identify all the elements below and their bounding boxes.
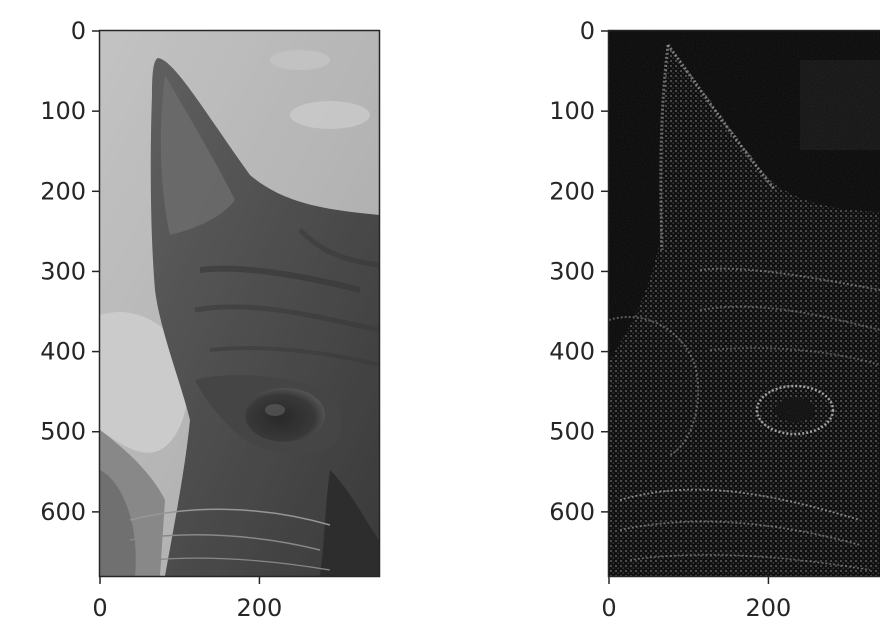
y-tick-label: 500 [549,418,595,446]
y-tick-label: 0 [580,17,595,45]
y-tick-label: 400 [549,338,595,366]
x-axis-ticks: 0 200 [601,576,791,622]
y-tick-label: 500 [40,418,86,446]
y-tick-label: 600 [40,498,86,526]
x-tick-label: 200 [237,594,283,622]
y-tick-label: 300 [40,257,86,285]
edge-filtered-cat-image [609,31,880,576]
x-tick-label: 200 [746,594,792,622]
x-axis-ticks: 0 200 [92,576,282,622]
y-tick-label: 200 [40,177,86,205]
x-tick-label: 0 [601,594,616,622]
y-tick-label: 100 [40,97,86,125]
axes-frame [98,29,381,578]
y-tick-label: 400 [40,338,86,366]
grayscale-cat-image [100,31,379,576]
grayscale-image-panel: 0 100 200 300 400 500 600 0 200 [40,17,381,622]
y-axis-ticks: 0 100 200 300 400 500 600 [549,17,609,526]
y-tick-label: 100 [549,97,595,125]
y-tick-label: 0 [71,17,86,45]
y-tick-label: 200 [549,177,595,205]
edge-image-panel: 0 100 200 300 400 500 600 0 200 [549,17,880,622]
x-tick-label: 0 [92,594,107,622]
y-tick-label: 600 [549,498,595,526]
y-tick-label: 300 [549,257,595,285]
axes-frame [607,29,880,578]
y-axis-ticks: 0 100 200 300 400 500 600 [40,17,100,526]
